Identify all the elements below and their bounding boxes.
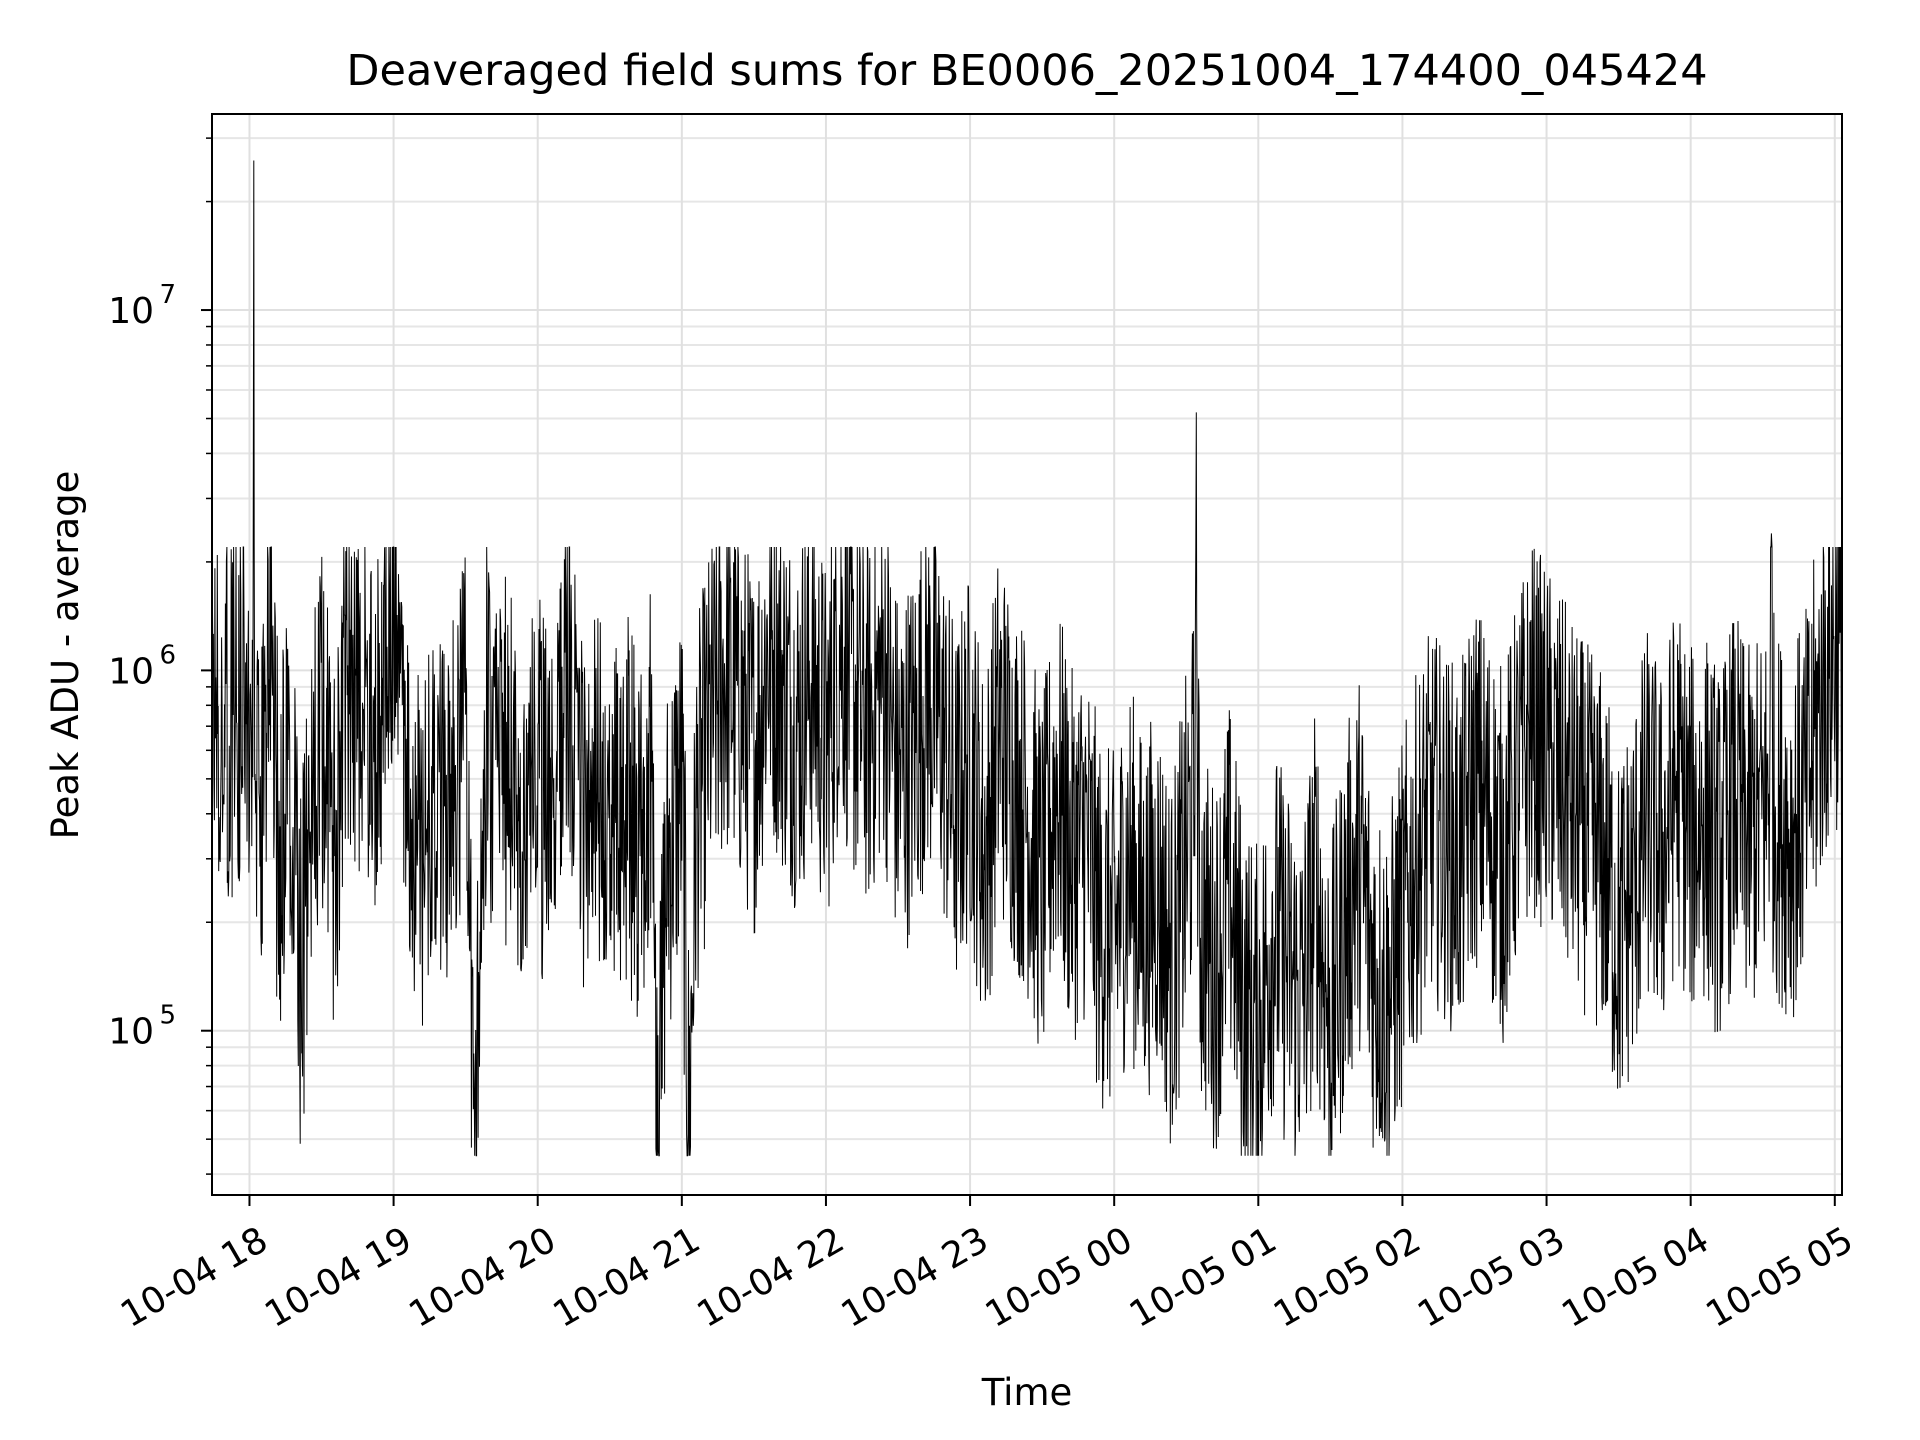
series-line xyxy=(211,160,1843,1157)
y-tick-label: 10 xyxy=(108,651,154,692)
y-tick-label: 10 xyxy=(108,1012,154,1053)
y-tick-label: 10 xyxy=(108,291,154,332)
data-layer xyxy=(211,160,1843,1157)
x-axis-label: Time xyxy=(981,1371,1073,1414)
chart-title: Deaveraged field sums for BE0006_2025100… xyxy=(346,46,1707,96)
y-tick-exponent: 5 xyxy=(159,1001,176,1031)
y-tick-exponent: 6 xyxy=(159,640,176,670)
plot-area-frame xyxy=(211,113,1843,1196)
y-tick-exponent: 7 xyxy=(159,280,176,310)
y-axis-label: Peak ADU - average xyxy=(44,471,87,840)
